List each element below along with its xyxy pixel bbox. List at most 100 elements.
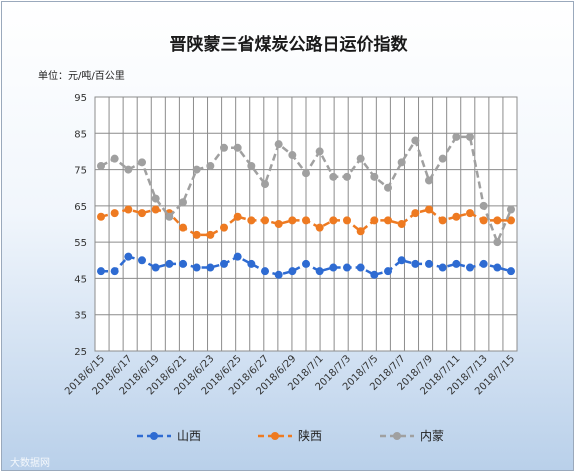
data-point	[411, 136, 420, 145]
series-layer	[97, 132, 515, 279]
data-point	[274, 220, 283, 228]
data-point	[206, 161, 215, 170]
data-point	[425, 176, 433, 185]
data-point	[233, 212, 242, 221]
data-point	[452, 212, 461, 221]
data-point	[274, 140, 283, 149]
data-point	[438, 154, 447, 163]
data-point	[151, 194, 160, 203]
data-point	[329, 172, 338, 181]
data-point	[425, 259, 433, 268]
legend-swatch-marker	[393, 432, 401, 440]
data-point	[302, 216, 310, 225]
data-point	[192, 230, 201, 239]
data-point	[110, 267, 119, 276]
data-point	[370, 270, 379, 279]
data-point	[507, 267, 515, 276]
data-point	[179, 223, 187, 232]
data-point	[452, 132, 461, 141]
data-point	[247, 161, 256, 170]
data-point	[179, 198, 187, 207]
data-point	[493, 263, 502, 272]
data-point	[384, 216, 392, 225]
y-tick-label: 85	[74, 129, 87, 140]
data-point	[343, 216, 351, 225]
data-point	[343, 263, 351, 272]
chart-title: 晋陕蒙三省煤炭公路日运价指数	[169, 35, 408, 55]
data-point	[315, 267, 324, 276]
data-point	[151, 205, 160, 214]
data-point	[138, 256, 146, 265]
data-point	[302, 169, 310, 178]
data-point	[479, 201, 488, 210]
series-1	[97, 252, 515, 279]
data-point	[411, 209, 420, 218]
data-point	[288, 267, 297, 276]
legend-label: 内蒙	[420, 429, 444, 443]
watermark: 大数据网	[10, 458, 50, 469]
data-point	[247, 216, 256, 225]
data-point	[220, 143, 228, 152]
data-point	[370, 172, 379, 181]
legend-swatch-marker	[150, 432, 158, 440]
data-point	[466, 132, 474, 141]
data-point	[192, 165, 201, 174]
data-point	[397, 220, 406, 228]
data-point	[247, 259, 256, 268]
data-point	[97, 267, 105, 276]
data-point	[124, 252, 133, 261]
y-tick-label: 45	[74, 274, 87, 285]
unit-label: 单位：元/吨/百公里	[38, 71, 125, 82]
data-point	[466, 263, 474, 272]
data-point	[479, 216, 488, 225]
data-point	[97, 161, 105, 170]
x-axis-ticks: 2018/6/152018/6/172018/6/192018/6/212018…	[63, 353, 517, 397]
data-point	[124, 165, 133, 174]
data-point	[165, 259, 174, 268]
data-point	[493, 238, 502, 247]
data-point	[179, 259, 187, 268]
data-point	[479, 259, 488, 268]
data-point	[397, 158, 406, 167]
data-point	[220, 259, 228, 268]
legend-label: 山西	[177, 429, 201, 443]
grid-lines	[94, 96, 518, 352]
data-point	[233, 143, 242, 152]
y-tick-label: 95	[74, 93, 87, 104]
data-point	[151, 263, 160, 272]
data-point	[438, 216, 447, 225]
data-point	[302, 259, 310, 268]
data-point	[425, 205, 433, 214]
data-point	[261, 216, 269, 225]
data-point	[507, 216, 515, 225]
data-point	[315, 223, 324, 232]
data-point	[411, 259, 420, 268]
data-point	[370, 216, 379, 225]
legend: 山西 陕西 内蒙	[137, 428, 444, 443]
data-point	[452, 259, 461, 268]
data-point	[261, 180, 269, 189]
data-point	[110, 209, 119, 218]
legend-label: 陕西	[298, 428, 322, 443]
y-tick-label: 25	[74, 347, 87, 358]
data-point	[138, 158, 146, 167]
legend-item: 山西	[137, 429, 201, 443]
data-point	[315, 147, 324, 156]
data-point	[397, 256, 406, 265]
data-point	[192, 263, 201, 272]
data-point	[466, 209, 474, 218]
series-3	[97, 132, 515, 247]
data-point	[206, 263, 215, 272]
y-tick-label: 65	[74, 202, 87, 213]
data-point	[220, 223, 228, 232]
data-point	[138, 209, 146, 218]
data-point	[356, 227, 365, 236]
data-point	[206, 230, 215, 239]
legend-item: 陕西	[258, 428, 322, 443]
data-point	[493, 216, 502, 225]
data-point	[356, 154, 365, 163]
data-point	[384, 183, 392, 192]
y-axis-ticks: 25 35 45 55 65 75 85 95	[74, 93, 87, 358]
data-point	[356, 263, 365, 272]
